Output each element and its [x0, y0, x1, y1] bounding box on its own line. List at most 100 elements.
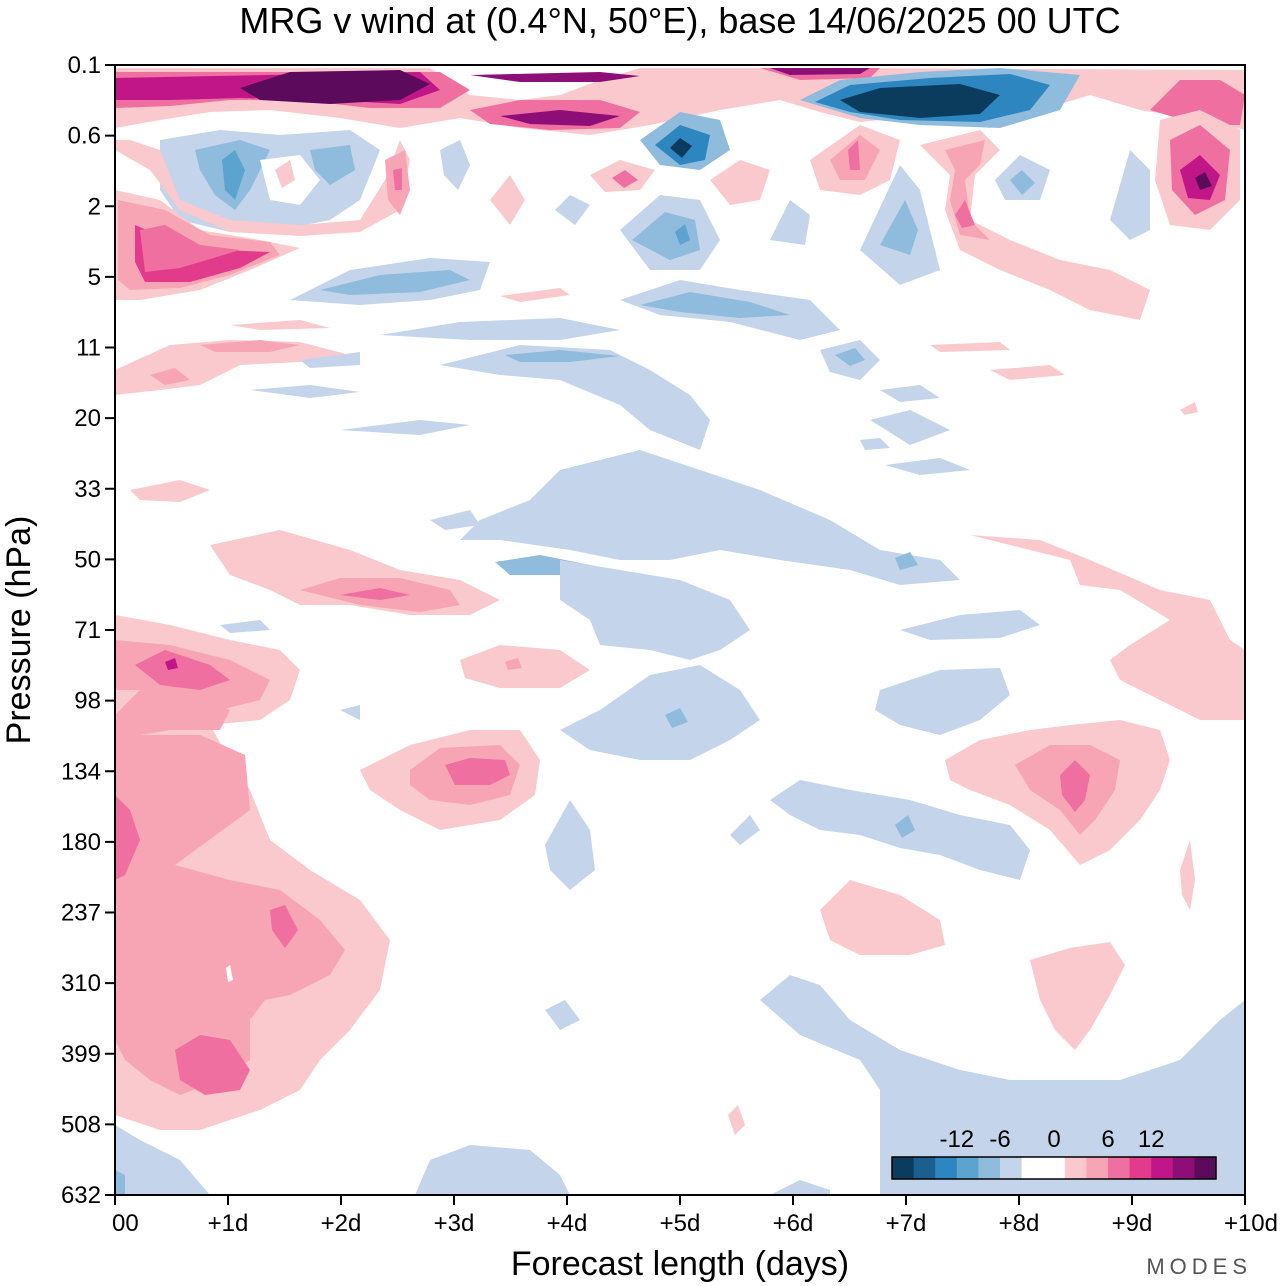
contour-region — [470, 72, 640, 82]
y-tick-label: 33 — [74, 476, 101, 503]
colorbar-swatch — [1000, 1157, 1023, 1179]
y-tick-label: 0.6 — [68, 123, 101, 150]
contour-region — [505, 658, 522, 670]
contour-region — [340, 705, 360, 720]
y-tick-label: 11 — [76, 335, 101, 362]
contour-region — [665, 708, 688, 728]
contour-region — [130, 480, 210, 502]
contour-region — [222, 150, 245, 200]
colorbar-swatch — [956, 1157, 979, 1179]
contour-region — [1110, 150, 1150, 240]
y-tick-label: 310 — [61, 970, 101, 997]
contour-region — [430, 510, 480, 530]
contour-region — [770, 68, 870, 75]
y-tick-label: 2 — [88, 193, 101, 220]
contour-region — [760, 975, 1245, 1195]
contour-region — [270, 905, 298, 948]
contour-region — [560, 665, 760, 760]
contour-region — [840, 84, 1000, 118]
y-tick-label: 508 — [61, 1111, 101, 1138]
y-tick-label: 5 — [88, 264, 101, 291]
contour-region — [440, 345, 710, 450]
contour-region — [200, 340, 300, 352]
colorbar-label: -6 — [989, 1126, 1010, 1153]
colorbar-swatch — [1064, 1157, 1087, 1179]
contour-region — [340, 420, 470, 435]
contour-region — [730, 815, 760, 845]
contour-region — [380, 318, 620, 340]
contour-region — [135, 650, 230, 690]
contour-region — [875, 668, 1010, 735]
contour-region — [835, 348, 865, 366]
contour-region — [500, 110, 620, 126]
contour-region — [920, 130, 1150, 320]
colorbar-swatch — [1021, 1157, 1044, 1179]
x-axis-label: Forecast length (days) — [511, 1245, 849, 1283]
y-tick-label: 0.1 — [68, 52, 101, 79]
colorbar-swatch — [1086, 1157, 1109, 1179]
contour-region — [490, 175, 525, 225]
colorbar-swatch — [1043, 1157, 1066, 1179]
contour-region — [870, 410, 950, 445]
x-tick-label: +4d — [547, 1210, 588, 1237]
contour-region — [848, 140, 860, 170]
colorbar-swatch — [892, 1157, 915, 1179]
colorbar-label: 6 — [1101, 1126, 1114, 1153]
contour-region — [150, 368, 190, 385]
contour-region — [670, 138, 692, 158]
x-tick-label: +2d — [321, 1210, 362, 1237]
contour-region — [1180, 402, 1198, 415]
colorbar-frame — [891, 1156, 1217, 1180]
colorbar-swatch — [1172, 1157, 1195, 1179]
contour-region — [675, 224, 690, 245]
chart-title: MRG v wind at (0.4°N, 50°E), base 14/06/… — [239, 0, 1120, 41]
colorbar-swatch — [978, 1157, 1001, 1179]
colorbar-swatch — [1194, 1157, 1217, 1179]
contour-region — [710, 160, 770, 205]
contour-region — [226, 965, 233, 982]
contour-region — [860, 438, 890, 450]
colorbar-swatch — [935, 1157, 958, 1179]
contour-region — [895, 815, 915, 838]
contour-region — [165, 658, 178, 670]
y-axis: 0.1 0.6 2 5 11 20 33 50 71 98 134 180 237 310 399 508 63… — [61, 52, 115, 1209]
contour-region — [770, 200, 810, 245]
contour-region — [770, 1180, 830, 1195]
x-tick-label: +3d — [434, 1210, 475, 1237]
colorbar-label: -12 — [939, 1126, 974, 1153]
x-axis: 00 +1d +2d +3d +4d +5d +6d +7d +8d +9d +10d — [112, 1195, 1278, 1237]
contour-region — [115, 140, 410, 236]
contour-region — [1150, 80, 1245, 125]
contour-region — [415, 1145, 570, 1195]
contour-region — [340, 588, 410, 600]
contour-region — [820, 880, 945, 955]
contour-region — [460, 450, 960, 585]
contour-region — [970, 535, 1245, 720]
contour-region — [140, 225, 240, 272]
brand-logo: MODES — [1146, 1254, 1252, 1279]
contour-region — [1010, 170, 1035, 195]
y-tick-label: 399 — [61, 1041, 101, 1068]
contour-region — [545, 800, 595, 890]
y-tick-label: 180 — [61, 829, 101, 856]
x-tick-label: +10d — [1224, 1210, 1278, 1237]
contour-region — [115, 795, 140, 880]
contour-region — [555, 195, 590, 225]
colorbar-label: 0 — [1047, 1126, 1060, 1153]
colorbar: -12 -6 0 6 12 — [891, 1126, 1217, 1180]
colorbar-swatch — [913, 1157, 936, 1179]
colorbar-label: 12 — [1138, 1126, 1165, 1153]
colorbar-swatch — [1151, 1157, 1174, 1179]
contour-region — [895, 552, 918, 570]
contour-region — [250, 385, 360, 398]
contour-region — [728, 1105, 745, 1135]
x-tick-label: 00 — [112, 1210, 139, 1237]
x-tick-label: +7d — [886, 1210, 927, 1237]
x-tick-label: +5d — [660, 1210, 701, 1237]
colorbar-swatch — [1129, 1157, 1152, 1179]
contour-region — [115, 1170, 125, 1195]
colorbar-swatch — [1108, 1157, 1131, 1179]
plot-area — [115, 65, 1245, 1195]
contour-region — [545, 1000, 580, 1030]
contour-region — [440, 140, 470, 190]
